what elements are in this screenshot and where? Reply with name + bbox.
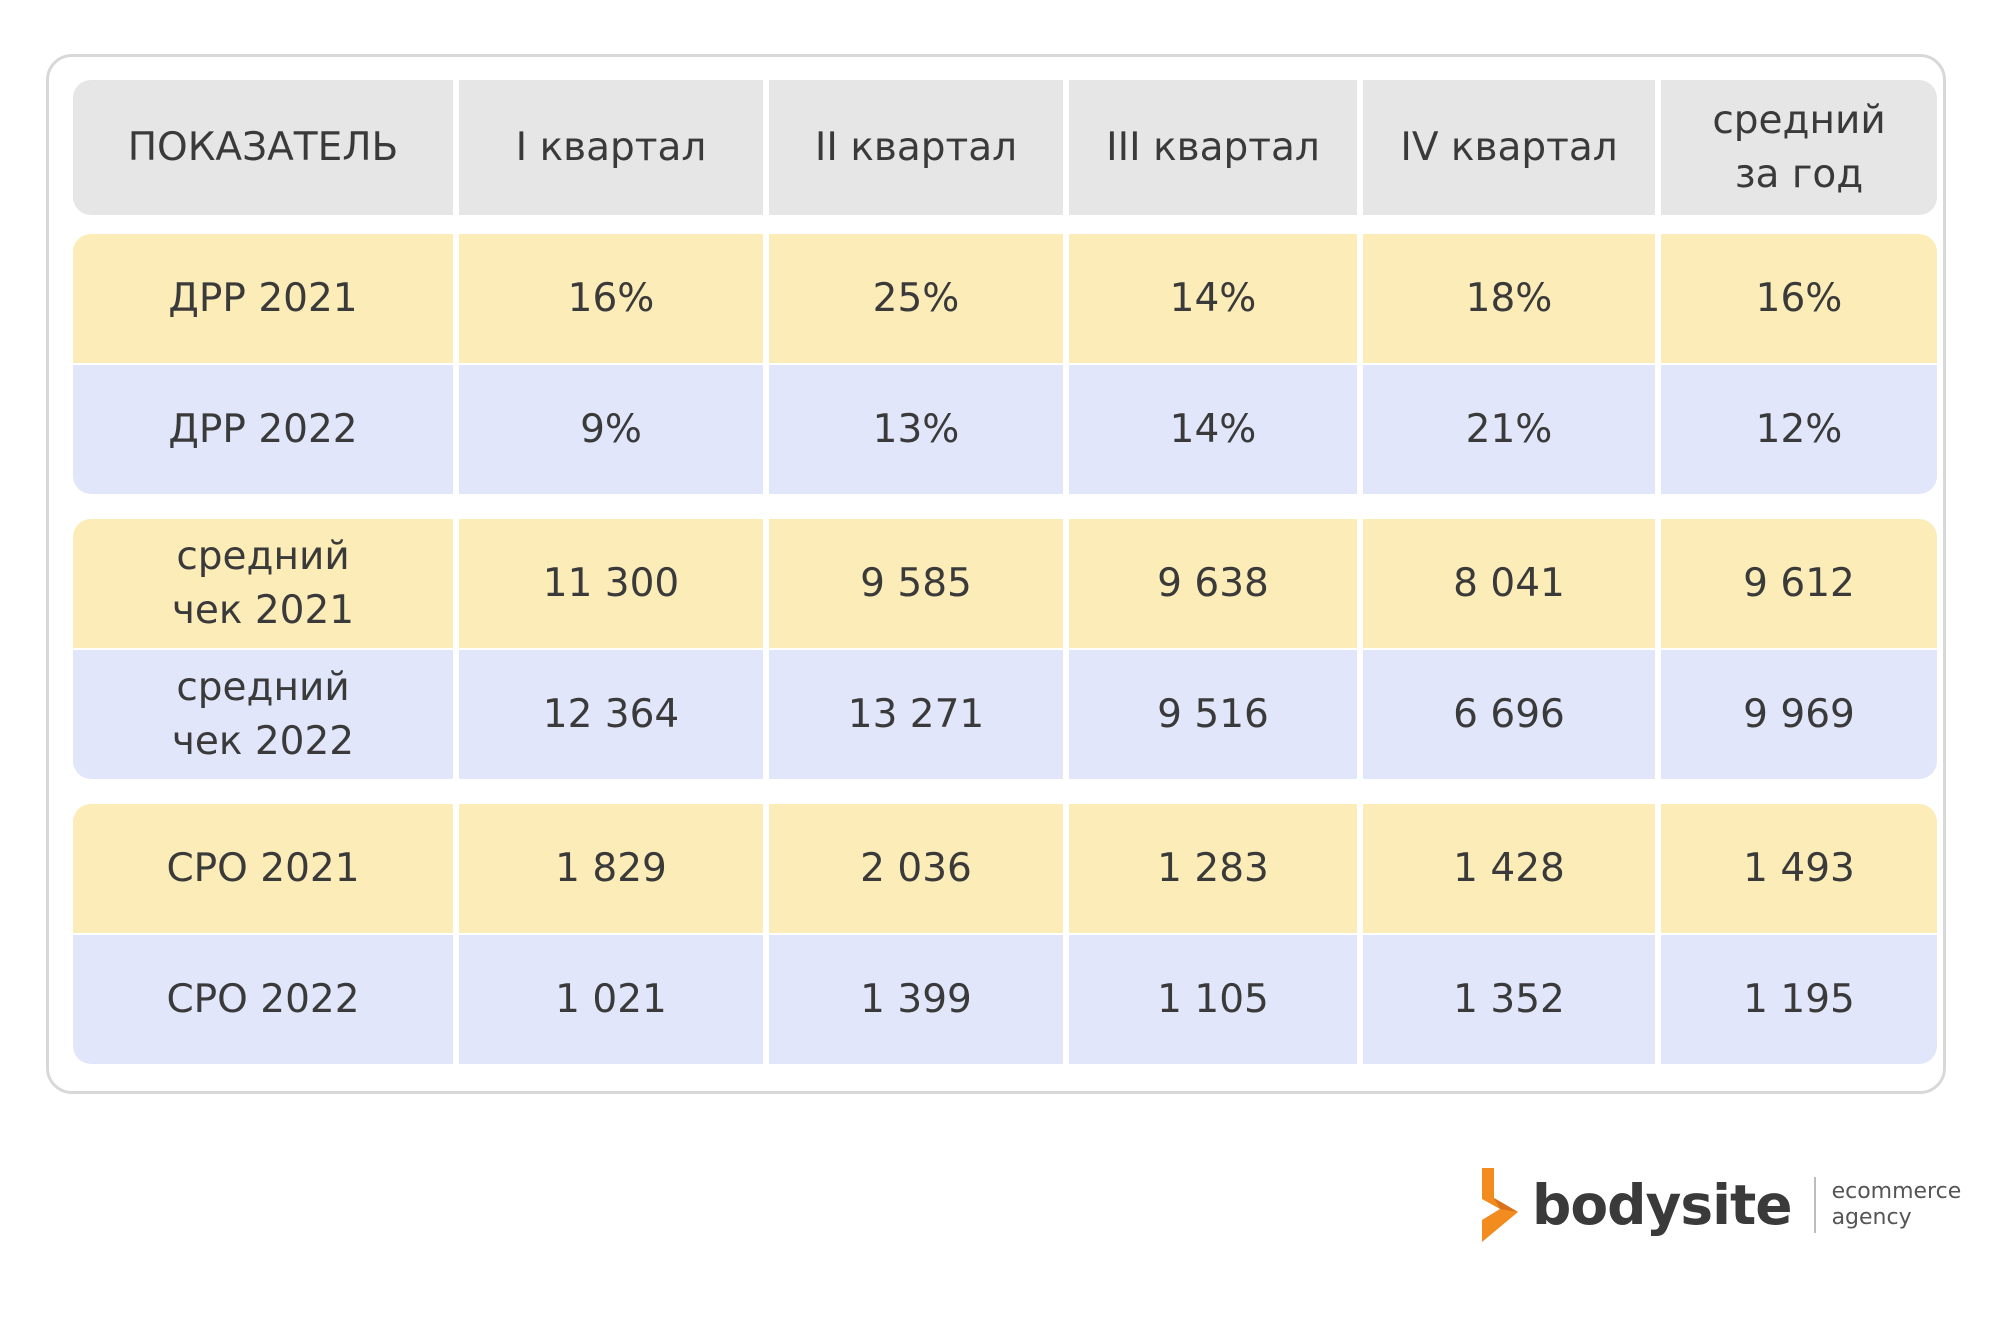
logo-tagline-line1: ecommerce	[1831, 1179, 1962, 1204]
table-cell: 11 300	[459, 519, 763, 648]
table-cell: 6 696	[1363, 650, 1655, 779]
logo-wordmark: bodysite	[1532, 1173, 1793, 1237]
group-drr: ДРР 2021 16% 25% 14% 18% 16% ДРР 2022 9%…	[73, 234, 1937, 494]
table-cell: 13 271	[769, 650, 1063, 779]
table-frame	[46, 54, 1946, 1094]
header-cell-q1: I квартал	[459, 80, 763, 215]
row-label: средний чек 2021	[73, 519, 453, 648]
table-cell: 9 585	[769, 519, 1063, 648]
table-cell: 1 021	[459, 935, 763, 1064]
header-cell-indicator: ПОКАЗАТЕЛЬ	[73, 80, 453, 215]
header-cell-q4: IV квартал	[1363, 80, 1655, 215]
table-cell: 14%	[1069, 234, 1357, 363]
table-cell: 16%	[1661, 234, 1937, 363]
table-cell: 21%	[1363, 365, 1655, 494]
table-cell: 8 041	[1363, 519, 1655, 648]
header-cell-year-average: средний за год	[1661, 80, 1937, 215]
logo-tagline-line2: agency	[1831, 1205, 1912, 1230]
row-label: средний чек 2022	[73, 650, 453, 779]
table-cell: 1 428	[1363, 804, 1655, 933]
table-cell: 1 195	[1661, 935, 1937, 1064]
header-cell-q2: II квартал	[769, 80, 1063, 215]
table-cell: 9%	[459, 365, 763, 494]
table-cell: 13%	[769, 365, 1063, 494]
table-cell: 1 105	[1069, 935, 1357, 1064]
logo-divider	[1813, 1177, 1816, 1233]
table-cell: 1 829	[459, 804, 763, 933]
group-cpo: СРО 2021 1 829 2 036 1 283 1 428 1 493 С…	[73, 804, 1937, 1064]
table-cell: 18%	[1363, 234, 1655, 363]
row-label: СРО 2021	[73, 804, 453, 933]
table-cell: 9 638	[1069, 519, 1357, 648]
group-average-check: средний чек 2021 11 300 9 585 9 638 8 04…	[73, 519, 1937, 779]
table-cell: 9 516	[1069, 650, 1357, 779]
row-label: СРО 2022	[73, 935, 453, 1064]
table-cell: 12 364	[459, 650, 763, 779]
row-label: ДРР 2021	[73, 234, 453, 363]
header-cell-q3: III квартал	[1069, 80, 1357, 215]
bodysite-logo: bodysite ecommerce agency	[1478, 1165, 1961, 1245]
table-cell: 14%	[1069, 365, 1357, 494]
table-cell: 1 493	[1661, 804, 1937, 933]
row-label: ДРР 2022	[73, 365, 453, 494]
table-cell: 16%	[459, 234, 763, 363]
table-cell: 9 969	[1661, 650, 1937, 779]
table-cell: 2 036	[769, 804, 1063, 933]
logo-tagline: ecommerce agency	[1832, 1179, 1962, 1231]
table-header: ПОКАЗАТЕЛЬ I квартал II квартал III квар…	[73, 80, 1937, 215]
bodysite-logo-icon	[1482, 1168, 1518, 1242]
table-cell: 1 399	[769, 935, 1063, 1064]
table-cell: 1 352	[1363, 935, 1655, 1064]
table-cell: 9 612	[1661, 519, 1937, 648]
table-cell: 1 283	[1069, 804, 1357, 933]
table-cell: 25%	[769, 234, 1063, 363]
table-cell: 12%	[1661, 365, 1937, 494]
